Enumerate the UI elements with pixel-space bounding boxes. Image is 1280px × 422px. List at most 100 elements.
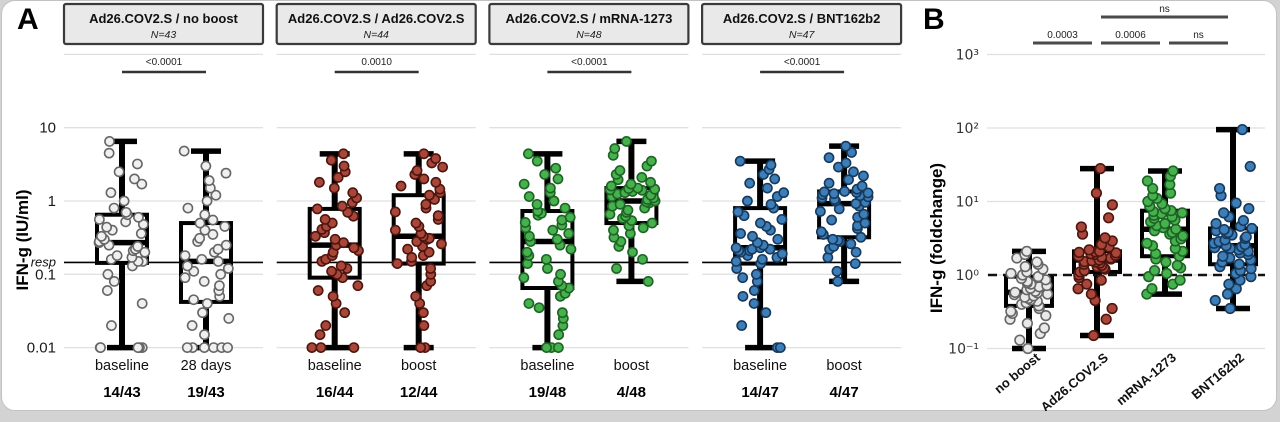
y-tick-label: 0.1 bbox=[35, 266, 56, 283]
data-point bbox=[108, 276, 120, 287]
data-point bbox=[420, 198, 432, 210]
data-point bbox=[637, 253, 648, 265]
data-point bbox=[636, 171, 648, 183]
data-point bbox=[194, 232, 206, 244]
x-tick-label: boost bbox=[826, 358, 861, 374]
data-point bbox=[772, 233, 784, 245]
data-point bbox=[1014, 334, 1026, 346]
panel-a-label: A bbox=[17, 3, 39, 36]
data-point bbox=[219, 221, 231, 232]
data-point bbox=[1177, 230, 1189, 242]
data-point bbox=[848, 166, 859, 178]
data-point bbox=[858, 170, 869, 182]
data-point bbox=[1073, 246, 1085, 258]
data-point bbox=[1019, 261, 1031, 273]
data-point bbox=[552, 173, 564, 185]
responder-fraction: 19/48 bbox=[529, 384, 567, 401]
data-point bbox=[314, 329, 326, 341]
data-point bbox=[845, 238, 857, 250]
data-point bbox=[212, 255, 224, 267]
data-point bbox=[389, 224, 401, 236]
data-point bbox=[737, 272, 749, 284]
data-point bbox=[1005, 267, 1017, 280]
subpanel-n-label: N=48 bbox=[576, 29, 602, 41]
data-point bbox=[391, 258, 403, 269]
data-point bbox=[735, 228, 747, 239]
data-point bbox=[1106, 199, 1118, 211]
p-value-label: ns bbox=[1159, 4, 1170, 15]
data-point bbox=[555, 268, 566, 280]
data-point bbox=[430, 153, 442, 164]
data-point bbox=[539, 169, 551, 180]
data-point bbox=[312, 285, 324, 296]
data-point bbox=[531, 198, 543, 210]
data-point bbox=[196, 253, 208, 265]
data-point bbox=[137, 218, 149, 230]
data-point bbox=[95, 342, 106, 353]
data-point bbox=[136, 298, 148, 309]
data-point bbox=[605, 180, 617, 192]
data-point bbox=[523, 191, 535, 202]
p-value-label: 0.0003 bbox=[1047, 30, 1078, 41]
data-point bbox=[415, 342, 426, 353]
data-point bbox=[101, 221, 113, 233]
data-point bbox=[1021, 245, 1033, 257]
responder-fraction: 16/44 bbox=[316, 384, 354, 401]
data-point bbox=[198, 276, 210, 287]
data-point bbox=[523, 298, 535, 309]
data-point bbox=[118, 195, 130, 207]
data-point bbox=[533, 302, 545, 314]
data-point bbox=[179, 272, 191, 284]
data-point bbox=[430, 176, 442, 188]
data-point bbox=[1221, 288, 1234, 300]
data-point bbox=[328, 182, 340, 194]
y-tick-label: 10¹ bbox=[956, 195, 979, 211]
data-point bbox=[552, 342, 564, 353]
data-point bbox=[1094, 163, 1106, 175]
data-point bbox=[542, 263, 553, 274]
data-point bbox=[111, 250, 123, 261]
data-point bbox=[839, 186, 850, 197]
data-point bbox=[352, 280, 364, 292]
data-point bbox=[1106, 302, 1118, 315]
y-tick-label: 10⁻¹ bbox=[948, 342, 979, 358]
data-point bbox=[646, 155, 657, 167]
data-point bbox=[744, 177, 756, 189]
data-point bbox=[417, 307, 429, 319]
data-point bbox=[732, 206, 744, 218]
data-point bbox=[1146, 283, 1158, 295]
data-point bbox=[198, 342, 210, 353]
data-point bbox=[849, 258, 861, 269]
data-point bbox=[769, 173, 781, 185]
data-point bbox=[1246, 222, 1258, 235]
data-point bbox=[540, 253, 552, 265]
data-point bbox=[103, 147, 115, 159]
data-point bbox=[1149, 264, 1161, 277]
x-tick-label: Ad26.COV2.S bbox=[1038, 350, 1112, 411]
data-point bbox=[1218, 223, 1230, 236]
data-point bbox=[1236, 124, 1248, 136]
data-point bbox=[310, 230, 321, 242]
data-point bbox=[523, 148, 534, 160]
data-point bbox=[186, 320, 198, 331]
x-tick-label: baseline bbox=[308, 358, 362, 374]
data-point bbox=[840, 140, 852, 152]
data-point bbox=[815, 226, 827, 238]
data-point bbox=[1170, 223, 1182, 235]
data-point bbox=[201, 195, 213, 207]
data-point bbox=[220, 239, 232, 251]
data-point bbox=[1090, 187, 1103, 199]
y-tick-label: 10² bbox=[956, 121, 979, 137]
data-point bbox=[327, 290, 339, 302]
data-point bbox=[1005, 305, 1017, 317]
p-value-label: 0.0010 bbox=[361, 57, 392, 68]
data-point bbox=[108, 202, 120, 214]
data-point bbox=[774, 342, 786, 353]
data-point bbox=[179, 250, 191, 261]
data-point bbox=[203, 175, 215, 186]
subpanel-n-label: N=43 bbox=[151, 29, 177, 41]
data-point bbox=[622, 204, 634, 216]
x-tick-label: mRNA-1273 bbox=[1113, 350, 1179, 408]
data-point bbox=[756, 253, 768, 265]
subpanel-title-box bbox=[700, 2, 903, 46]
